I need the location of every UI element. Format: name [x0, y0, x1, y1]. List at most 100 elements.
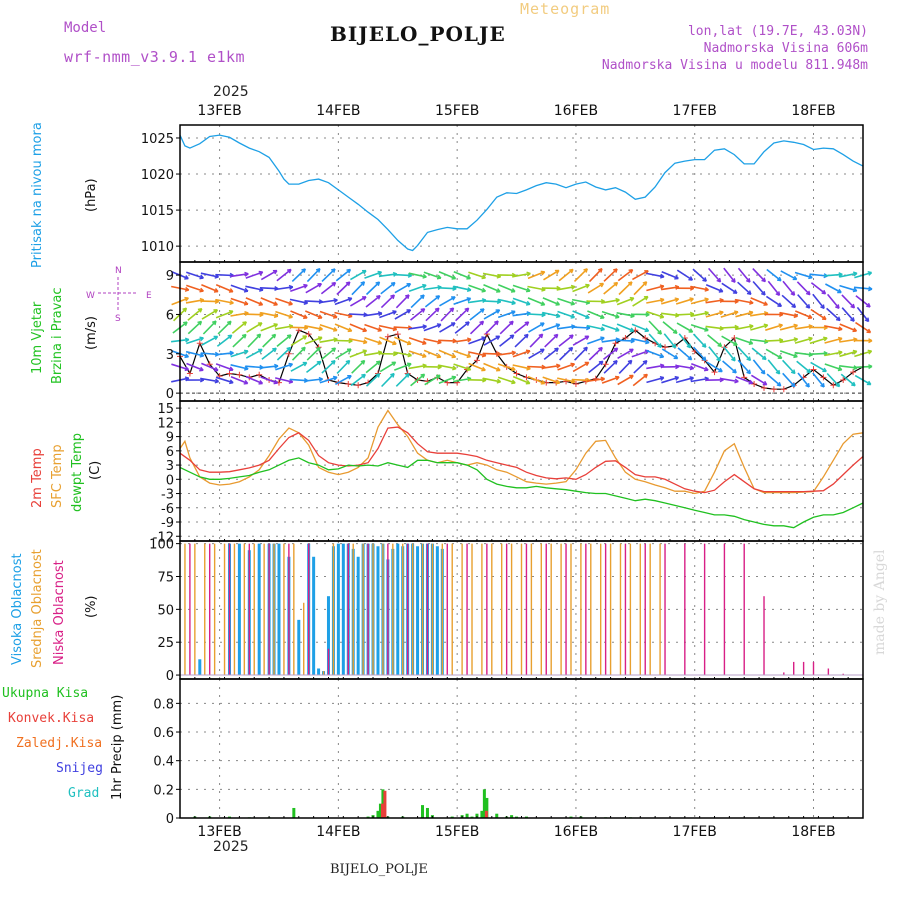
wind-arrow — [618, 359, 633, 374]
wind-arrow — [646, 364, 665, 370]
wind-arrowhead — [644, 327, 650, 333]
wind-arrow — [380, 281, 396, 295]
wind-arrowhead — [852, 271, 858, 277]
wind-arrow — [705, 311, 724, 318]
wind-arrow — [586, 324, 605, 331]
wind-arrow — [779, 311, 798, 317]
wind-arrowhead — [347, 327, 353, 333]
wind-arrowhead — [213, 309, 219, 314]
wind-arrowhead — [213, 335, 219, 341]
wind-arrow — [497, 298, 516, 305]
wind-arrow — [646, 310, 664, 319]
grid-layer — [180, 125, 863, 819]
x-label-top: 15FEB — [435, 103, 479, 119]
wind-arrow — [351, 281, 365, 296]
wind-arrow — [453, 285, 472, 291]
wind-arrowhead — [301, 346, 306, 352]
y-tick-label: 100 — [149, 538, 174, 553]
wind-arrow — [528, 322, 545, 333]
wind-arrow — [349, 338, 368, 344]
wind-arrow — [438, 270, 456, 280]
wind-arrow — [350, 269, 367, 281]
wind-arrowhead — [704, 327, 709, 332]
wind-arrowhead — [422, 273, 427, 279]
wind-arrowhead — [659, 297, 665, 303]
precip-bar-total — [485, 797, 489, 818]
wind-arrow — [542, 376, 560, 384]
y-tick-label: 9 — [166, 431, 174, 446]
y-tick-label: 15 — [157, 402, 174, 417]
wind-arrowhead — [597, 268, 603, 273]
wind-arrowhead — [405, 373, 410, 378]
wind-arrow — [721, 282, 738, 294]
wind-arrowhead — [288, 300, 293, 306]
wind-arrowhead — [868, 286, 873, 292]
precip-bar-conv — [380, 803, 384, 818]
precip-bar-total — [475, 813, 479, 818]
wind-arrowhead — [659, 376, 665, 381]
wind-arrow — [735, 337, 753, 345]
wind-arrow — [675, 376, 694, 384]
wind-arrow — [512, 350, 531, 358]
wind-arrowhead — [451, 275, 457, 280]
wind-arrowhead — [554, 269, 560, 275]
wind-arrow — [617, 348, 634, 359]
wind-arrowhead — [227, 320, 232, 326]
wind-arrowhead — [466, 274, 471, 280]
wind-arrowhead — [213, 288, 219, 293]
wind-arrowhead — [481, 287, 487, 293]
wind-arrow — [840, 373, 856, 387]
wind-arrow — [707, 267, 722, 283]
wind-arrowhead — [792, 275, 798, 281]
wind-arrowhead — [852, 287, 858, 293]
wind-arrowhead — [775, 369, 781, 375]
wind-arrowhead — [806, 368, 812, 374]
wind-arrow — [752, 280, 766, 296]
wind-arrow — [351, 360, 366, 374]
wind-arrowhead — [510, 288, 516, 293]
wind-arrow — [290, 310, 308, 319]
wind-arrowhead — [182, 307, 188, 313]
wind-arrowhead — [390, 372, 395, 378]
y-tick-label: 3 — [166, 348, 174, 363]
wind-arrow — [319, 323, 338, 332]
wind-arrowhead — [288, 284, 294, 290]
wind-arrowhead — [790, 369, 796, 375]
wind-arrowhead — [494, 320, 499, 326]
precip-bar-total — [510, 815, 514, 818]
wind-arrowhead — [627, 359, 633, 365]
wind-arrow — [557, 310, 575, 319]
wind-arrowhead — [760, 290, 766, 296]
wind-arrowhead — [286, 346, 292, 352]
legend-rain: Ukupna Kisa — [2, 686, 89, 701]
wind-arrowhead — [629, 374, 634, 380]
wind-arrow — [201, 309, 218, 320]
wind-arrowhead — [866, 380, 872, 386]
wind-arrowhead — [377, 270, 383, 276]
wind-arrowhead — [316, 346, 321, 352]
wind-arrow — [558, 334, 574, 347]
wind-arrow — [423, 338, 442, 344]
wind-arrow — [677, 347, 693, 361]
wind-arrowhead — [805, 304, 811, 309]
wind-arrowhead — [184, 296, 189, 302]
wind-arrow — [691, 362, 709, 371]
wind-arrowhead — [808, 336, 813, 342]
wind-arrow — [468, 351, 486, 357]
wind-arrowhead — [362, 327, 368, 333]
cloud-bar-high — [341, 543, 345, 676]
wind-speed-marker — [761, 384, 768, 391]
wind-arrowhead — [273, 323, 279, 328]
wind-arrowhead — [866, 328, 872, 334]
wind-speed-marker — [473, 357, 480, 364]
wind-arrow — [186, 271, 204, 279]
wind-arrowhead — [184, 353, 190, 359]
wind-arrow — [752, 268, 766, 283]
wind-arrow — [363, 312, 383, 317]
wind-arrowhead — [316, 360, 322, 366]
wind-arrowhead — [420, 308, 426, 313]
cloud-bar-high — [396, 543, 400, 676]
y-tick-label: 75 — [157, 570, 174, 585]
wind-arrow — [559, 346, 574, 361]
wind-arrowhead — [570, 300, 576, 306]
